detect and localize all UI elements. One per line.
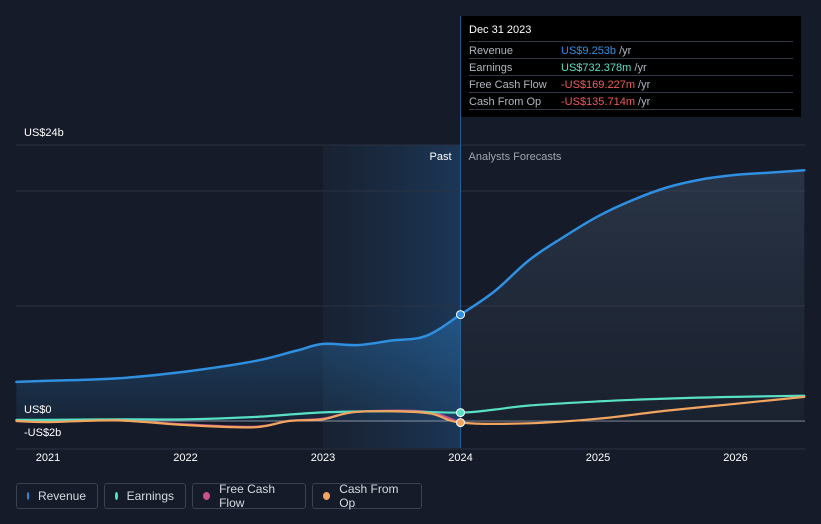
tooltip-unit: /yr [635,96,651,108]
legend-item-free-cash-flow[interactable]: Free Cash Flow [192,482,306,510]
tooltip-unit: /yr [631,62,647,74]
revenue-area-past [16,314,461,421]
legend-item-revenue[interactable]: Revenue [16,483,98,509]
x-tick-label: 2026 [723,452,747,464]
earnings-dot-icon [115,492,118,500]
x-tick-label: 2023 [311,452,335,464]
tooltip-value: -US$135.714m [561,96,635,108]
tooltip-row-cash-from-op: Cash From Op -US$135.714m /yr [469,92,793,110]
tooltip-unit: /yr [616,45,632,57]
revenue-dot-icon [27,492,29,500]
tooltip-row-earnings: Earnings US$732.378m /yr [469,58,793,75]
tooltip-label: Cash From Op [469,96,542,108]
revenue-marker [456,310,465,320]
x-tick-label: 2022 [173,452,197,464]
y-tick-label: -US$2b [24,427,61,439]
legend-label: Revenue [37,489,86,503]
legend-item-cash-from-op[interactable]: Cash From Op [312,482,422,510]
tooltip-unit: /yr [635,79,651,91]
tooltip-value: US$9.253b [561,45,617,57]
legend: Revenue Earnings Free Cash Flow Cash Fro… [16,482,422,511]
earnings-marker [456,408,465,418]
tooltip-date: Dec 31 2023 [469,24,532,36]
tooltip-label: Revenue [469,45,514,57]
cash-from-op-dot-icon [323,492,331,500]
tooltip-label: Free Cash Flow [469,79,547,91]
x-tick-label: 2021 [36,452,60,464]
free-cash-flow-dot-icon [203,492,211,500]
tooltip-row-revenue: Revenue US$9.253b /yr [469,41,793,58]
tooltip-value: US$732.378m [561,62,632,74]
x-tick-label: 2024 [448,452,472,464]
legend-item-earnings[interactable]: Earnings [104,483,186,509]
tooltip-value: -US$169.227m [561,79,635,91]
legend-label: Earnings [126,489,174,503]
cash-from-op-line [15,395,806,429]
tooltip-row-free-cash-flow: Free Cash Flow -US$169.227m /yr [469,75,793,92]
tooltip: Dec 31 2023 Revenue US$9.253b /yr Earnin… [461,16,801,117]
past-label: Past [429,151,451,163]
y-tick-label: US$24b [24,127,64,139]
y-tick-label: US$0 [24,404,52,416]
revenue-area-forecast [460,170,805,421]
legend-label: Free Cash Flow [219,482,276,510]
tooltip-label: Earnings [469,62,513,74]
forecast-label: Analysts Forecasts [469,151,562,163]
cash-from-op-marker [456,418,465,428]
x-tick-label: 2025 [586,452,610,464]
legend-label: Cash From Op [339,482,399,510]
